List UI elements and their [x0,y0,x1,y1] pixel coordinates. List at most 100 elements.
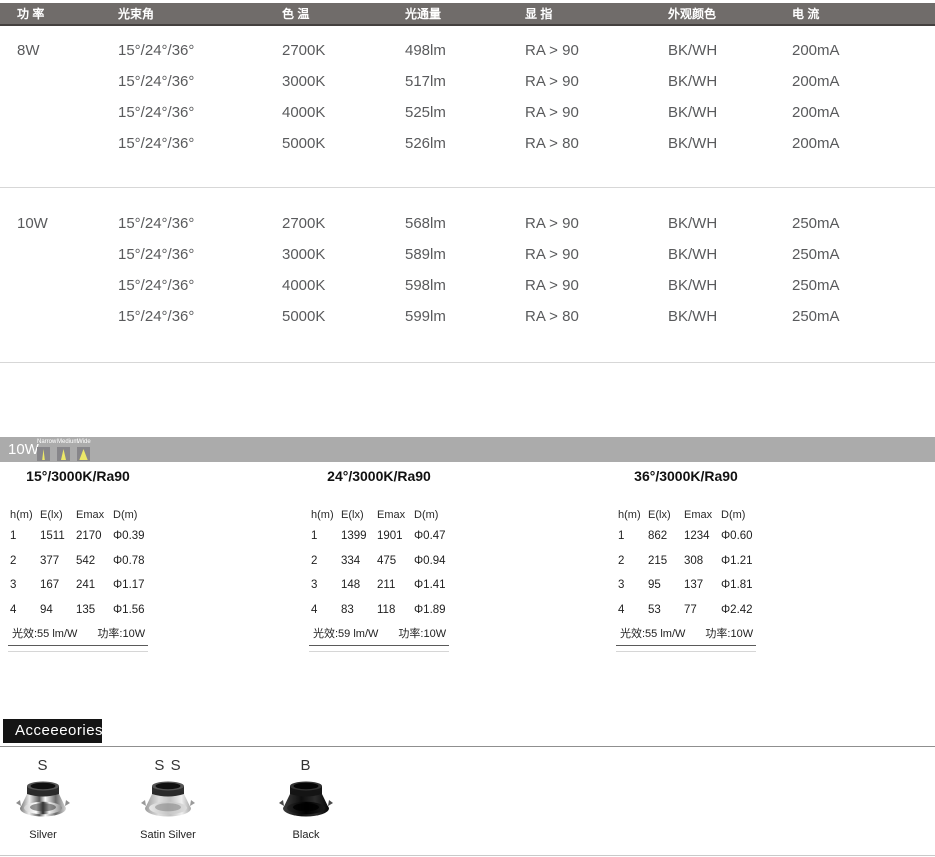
spec-rows-8w: 8W 15°/24°/36° 2700K 498lm RA > 90 BK/WH 200mA… [0,35,935,159]
table-cell: 118 [377,603,396,616]
col-h: h(m) [311,509,334,521]
photometric-table-body: 1 862 1234 Φ0.60 2 215 308 Φ1.21 3 95 137 Φ1.81 4 53 7… [616,524,756,622]
table-cell: 8W [17,42,40,59]
table-cell: RA > 90 [525,104,579,121]
photometric-table-24deg: 24°/3000K/Ra90 h(m) E(lx) Emax D(m) 1 139… [309,468,449,652]
table-cell: 15°/24°/36° [118,73,195,90]
table-cell: BK/WH [668,308,718,325]
accessories-title-badge: Acceeeories [3,719,103,743]
satin-silver-reflector-ring-image [123,779,213,825]
table-row: 15°/24°/36° 3000K 589lm RA > 90 BK/WH 250mA [0,239,935,270]
table-cell: BK/WH [668,135,718,152]
accessory-code: S S [154,757,182,774]
efficacy-label: 光效:59 lm/W [313,628,379,640]
power-label: 功率:10W [705,628,754,640]
table-cell: RA > 80 [525,135,579,152]
col-d: D(m) [721,509,746,521]
beam-icon-narrow: Narrow [37,438,57,461]
table-cell: 2170 [76,530,102,543]
table-cell: BK/WH [668,42,718,59]
spec-table-header: 功 率 光束角 色 温 光通量 显 指 外观颜色 电 流 [0,3,935,26]
table-cell: 5000K [282,308,326,325]
table-cell: 15°/24°/36° [118,135,195,152]
table-cell: 2700K [282,215,326,232]
header-cri: 显 指 [525,7,553,21]
accessory-item-satin-silver: S S [123,757,213,841]
table-cell: Φ2.42 [721,603,753,616]
table-row: 1 1511 2170 Φ0.39 [8,524,148,549]
table-cell: 5000K [282,135,326,152]
silver-reflector-ring-image [0,779,88,825]
table-cell: 215 [648,554,668,567]
table-cell: 2 [618,554,625,567]
footer-underline [8,651,148,652]
col-elx: E(lx) [648,509,671,521]
col-emax: Emax [76,509,105,521]
table-cell: Φ1.89 [414,603,446,616]
table-cell: 1 [10,530,17,543]
table-cell: 83 [341,603,354,616]
beam-icon-wide: Wide [77,438,97,461]
table-row: 3 95 137 Φ1.81 [616,573,756,598]
header-beam-angle: 光束角 [118,7,155,21]
table-cell: 241 [76,579,96,592]
table-cell: 4000K [282,104,326,121]
table-cell: 3000K [282,73,326,90]
table-cell: 200mA [792,42,840,59]
table-cell: 598lm [405,277,446,294]
table-cell: Φ1.21 [721,554,753,567]
table-cell: 135 [76,603,96,616]
beam-label: Wide [77,439,91,445]
photometric-table-title: 24°/3000K/Ra90 [327,468,431,484]
power-label: 功率:10W [398,628,447,640]
photometric-table-head: h(m) E(lx) Emax D(m) [616,506,756,524]
table-cell: 167 [40,579,60,592]
narrow-beam-icon [37,447,50,461]
table-row: 1 862 1234 Φ0.60 [616,524,756,549]
table-cell: 1901 [377,530,403,543]
header-power: 功 率 [17,7,45,21]
beam-label: Medium [57,439,79,445]
header-luminous-flux: 光通量 [405,7,442,21]
table-cell: 4000K [282,277,326,294]
table-cell: 94 [40,603,53,616]
header-current: 电 流 [792,7,820,21]
table-cell: 4 [311,603,318,616]
table-cell: 4 [10,603,17,616]
photometric-table-36deg: 36°/3000K/Ra90 h(m) E(lx) Emax D(m) 1 862… [616,468,756,652]
table-cell: Φ1.17 [113,579,145,592]
table-row: 1 1399 1901 Φ0.47 [309,524,449,549]
table-row: 15°/24°/36° 4000K 525lm RA > 90 BK/WH 200mA [0,97,935,128]
col-emax: Emax [684,509,713,521]
table-cell: Φ0.60 [721,530,753,543]
table-cell: 200mA [792,135,840,152]
photometric-table-title: 36°/3000K/Ra90 [634,468,738,484]
group-divider-line [0,187,935,188]
table-cell: 211 [377,579,396,592]
table-row: 8W 15°/24°/36° 2700K 498lm RA > 90 BK/WH 200mA [0,35,935,66]
table-row: 3 148 211 Φ1.41 [309,573,449,598]
accessory-name: Silver [29,829,57,841]
beam-icons: Narrow Medium Wide [37,438,97,461]
photometric-table-footer: 光效:55 lm/W 功率:10W [616,625,756,646]
table-row: 2 334 475 Φ0.94 [309,549,449,574]
table-row: 15°/24°/36° 3000K 517lm RA > 90 BK/WH 200mA [0,66,935,97]
table-cell: BK/WH [668,215,718,232]
table-cell: Φ1.41 [414,579,446,592]
accessory-name: Satin Silver [140,829,196,841]
table-cell: 542 [76,554,96,567]
footer-underline [616,651,756,652]
table-row: 4 94 135 Φ1.56 [8,598,148,623]
table-cell: 498lm [405,42,446,59]
table-cell: 308 [684,554,704,567]
table-row: 4 53 77 Φ2.42 [616,598,756,623]
table-row: 3 167 241 Φ1.17 [8,573,148,598]
table-cell: 1511 [40,530,65,543]
photometric-table-head: h(m) E(lx) Emax D(m) [8,506,148,524]
table-cell: Φ0.47 [414,530,446,543]
table-cell: RA > 90 [525,246,579,263]
table-cell: 200mA [792,104,840,121]
power-label: 10W [8,441,39,458]
table-cell: BK/WH [668,246,718,263]
table-cell: Φ0.94 [414,554,446,567]
